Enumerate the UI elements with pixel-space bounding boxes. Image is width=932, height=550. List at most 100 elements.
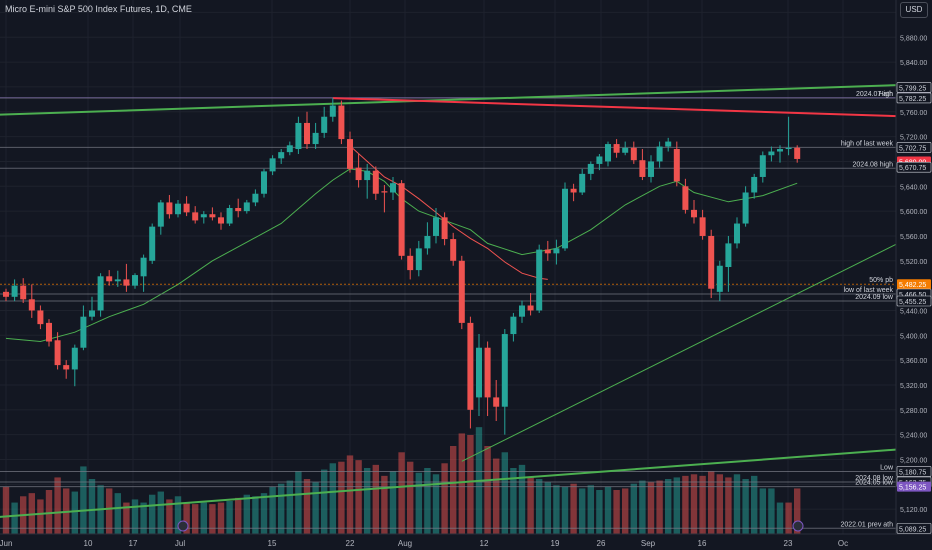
candle-body: [235, 208, 242, 212]
candle-body: [493, 397, 500, 407]
y-tick-label: 5,520.00: [900, 259, 927, 266]
price-tag-text: 5,482.25: [899, 282, 926, 289]
x-tick-label: 17: [129, 539, 138, 548]
y-tick-label: 5,840.00: [900, 60, 927, 67]
volume-bar: [11, 502, 18, 534]
x-tick-label: 26: [597, 539, 606, 548]
price-tag-text: 5,670.75: [899, 165, 926, 172]
candle-body: [97, 276, 104, 311]
volume-bar: [295, 471, 302, 534]
y-tick-label: 5,560.00: [900, 234, 927, 241]
price-tag-text: 5,180.75: [899, 469, 926, 476]
volume-bar: [174, 496, 182, 534]
y-tick-label: 5,880.00: [900, 35, 927, 42]
price-tag-text: 5,799.25: [899, 85, 926, 92]
candle-body: [329, 105, 336, 117]
candle-body: [648, 161, 654, 177]
event-icon: [792, 520, 804, 532]
price-tag-text: 5,089.25: [899, 526, 926, 533]
candle-body: [596, 156, 603, 164]
price-tag: [896, 92, 932, 104]
y-tick-label: 5,760.00: [900, 110, 927, 117]
candle-body: [106, 276, 113, 282]
volume-bar: [278, 483, 285, 534]
trendline: [0, 445, 932, 518]
volume-bar: [673, 477, 680, 534]
volume-bar: [458, 433, 465, 534]
candle-body: [261, 171, 267, 194]
currency-button[interactable]: USD: [900, 2, 928, 18]
level-label: 2024.08 low: [855, 475, 894, 482]
candle-body: [398, 183, 405, 256]
y-tick-label: 5,400.00: [900, 333, 927, 340]
candle-body: [166, 202, 173, 215]
moving-average-line: [349, 145, 548, 280]
volume-bar: [690, 474, 698, 534]
price-tag: [896, 295, 932, 307]
x-tick-label: 16: [698, 539, 707, 548]
candle-body: [218, 217, 224, 224]
candle-body: [699, 217, 706, 236]
candle-body: [579, 173, 586, 193]
price-tag-text: 5,466.50: [899, 292, 926, 299]
volume-bar: [286, 480, 293, 534]
volume-bar: [682, 475, 689, 534]
candle-body: [71, 347, 78, 370]
candle-body: [226, 208, 233, 224]
volume-bar: [544, 482, 551, 534]
trendline: [461, 225, 932, 462]
volume-bar: [708, 471, 715, 534]
volume-bar: [424, 468, 431, 534]
volume-bar: [346, 455, 354, 534]
candle-body: [562, 188, 568, 249]
candle-body: [286, 145, 293, 153]
x-tick-label: Jul: [175, 539, 185, 548]
volume-bar: [587, 485, 594, 534]
volume-bar: [355, 460, 362, 534]
y-tick-label: 5,280.00: [900, 408, 927, 415]
candle-body: [243, 202, 250, 212]
candle-body: [742, 192, 749, 224]
price-tag: [896, 161, 932, 173]
volume-bar: [467, 435, 474, 534]
y-tick-label: 5,200.00: [900, 457, 927, 464]
candle-body: [80, 316, 87, 348]
candle-body: [364, 170, 371, 181]
candle-body: [716, 265, 723, 292]
candle-body: [424, 235, 431, 249]
candle-body: [673, 149, 680, 182]
candle-body: [587, 163, 594, 174]
volume-bar: [639, 480, 646, 534]
volume-bar: [518, 464, 526, 534]
volume-bar: [54, 477, 61, 534]
candle-body: [37, 310, 44, 325]
candle-body: [209, 214, 216, 218]
y-tick-label: 5,320.00: [900, 383, 927, 390]
candle-body: [570, 188, 577, 193]
volume-bar: [596, 490, 603, 534]
candle-body: [613, 144, 620, 153]
level-label: 2024.07 ath: [856, 91, 893, 98]
candle-body: [192, 212, 199, 221]
volume-bar: [381, 475, 388, 534]
candle-body: [157, 202, 164, 227]
y-tick-label: 5,360.00: [900, 358, 927, 365]
x-tick-label: 15: [268, 539, 277, 548]
volume-bar: [235, 497, 242, 534]
candle-body: [553, 248, 560, 254]
volume-bar: [613, 490, 620, 534]
candle-body: [149, 226, 156, 261]
candle-body: [656, 146, 663, 162]
price-tag: [896, 82, 932, 93]
candle-body: [278, 152, 285, 159]
volume-bar: [794, 488, 801, 534]
volume-bar: [768, 488, 775, 534]
x-tick-label: Oc: [838, 539, 848, 548]
volume-bar: [312, 482, 319, 534]
candle-body: [441, 217, 448, 240]
candle-body: [476, 347, 482, 398]
volume-bar: [2, 486, 10, 534]
level-label: 50% pb: [869, 277, 893, 284]
volume-bar: [303, 479, 311, 534]
